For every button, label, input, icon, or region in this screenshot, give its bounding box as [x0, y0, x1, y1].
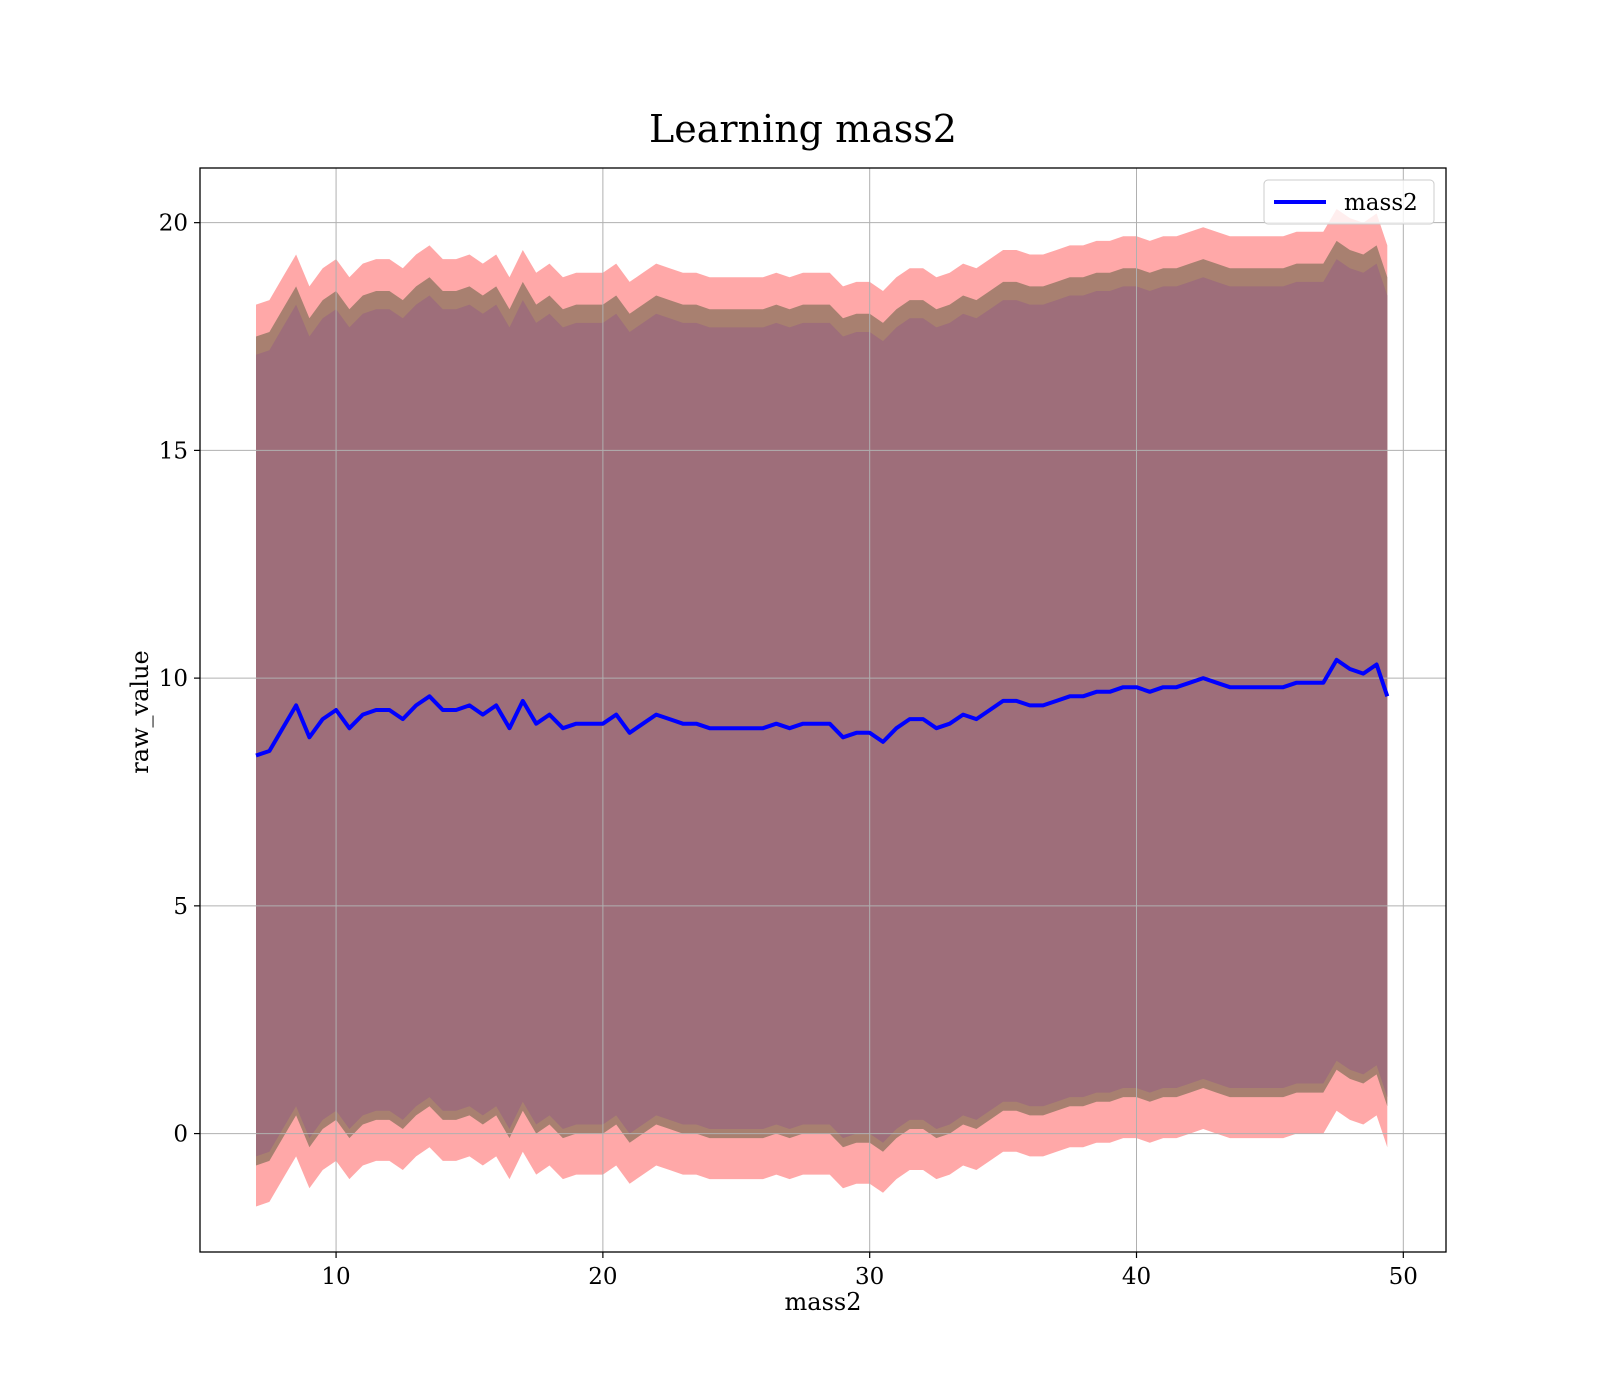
- legend-label: mass2: [1344, 190, 1418, 216]
- chart-title: Learning mass2: [649, 107, 957, 151]
- series-lines: [255, 657, 1390, 758]
- grid: [200, 168, 1446, 1252]
- y-tick-label: 0: [173, 1122, 188, 1148]
- x-tick-label: 40: [1122, 1264, 1151, 1290]
- x-tick-label: 30: [855, 1264, 884, 1290]
- x-tick-label: 50: [1389, 1264, 1418, 1290]
- series-line-mass2: [255, 657, 1390, 758]
- plot-frame: [199, 167, 1447, 1253]
- y-tick-label: 20: [159, 211, 188, 237]
- x-tick-label: 20: [588, 1264, 617, 1290]
- confidence-bands: [256, 209, 1388, 1207]
- y-axis-label: raw_value: [126, 650, 154, 774]
- legend-box: [1263, 179, 1435, 225]
- band-core_band: [256, 259, 1388, 1157]
- y-tick-label: 15: [159, 438, 188, 464]
- x-axis-ticks: 10 20 30 40 50: [321, 1252, 1418, 1290]
- legend: mass2: [1263, 179, 1435, 225]
- x-tick-label: 10: [321, 1264, 350, 1290]
- x-axis-label: mass2: [785, 1288, 862, 1316]
- y-axis-ticks: 0 5 10 15 20: [159, 211, 200, 1148]
- y-tick-label: 5: [173, 894, 188, 920]
- y-tick-label: 10: [159, 666, 188, 692]
